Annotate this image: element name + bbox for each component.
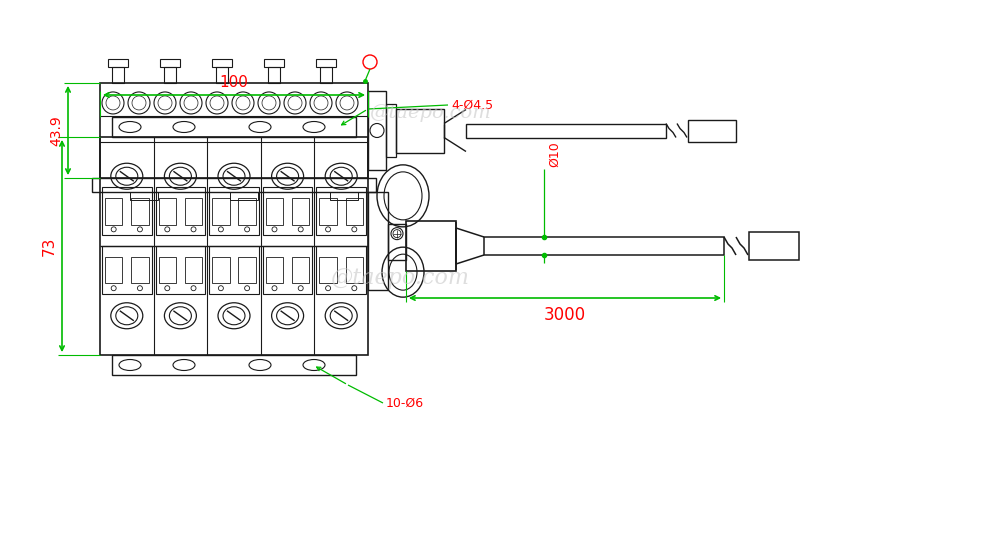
Bar [159, 198, 176, 224]
Bar [209, 246, 258, 294]
Bar [483, 237, 724, 255]
Text: Ø10: Ø10 [547, 141, 560, 167]
Bar [230, 192, 257, 200]
Bar [184, 198, 202, 224]
Bar [212, 257, 230, 284]
Bar [319, 198, 336, 224]
Bar [405, 221, 456, 271]
Bar [465, 124, 666, 138]
Bar [102, 246, 152, 294]
Bar [292, 198, 309, 224]
Bar [105, 257, 122, 284]
Bar [319, 257, 336, 284]
Bar [160, 59, 179, 67]
Bar [159, 257, 176, 284]
Bar [317, 187, 366, 235]
Bar [131, 257, 149, 284]
Bar [105, 198, 122, 224]
Bar [131, 198, 149, 224]
Bar [111, 67, 124, 83]
Bar [395, 109, 444, 152]
Bar [100, 83, 368, 178]
Bar [111, 117, 356, 137]
Bar [130, 192, 158, 200]
Text: @taepo.com: @taepo.com [369, 104, 490, 122]
Bar [748, 232, 799, 260]
Text: @taepo.com: @taepo.com [330, 267, 469, 289]
Bar [156, 246, 205, 294]
Bar [107, 59, 128, 67]
Bar [156, 187, 205, 235]
Bar [216, 67, 228, 83]
Bar [263, 59, 284, 67]
Bar [265, 257, 283, 284]
Bar [265, 198, 283, 224]
Bar [111, 355, 356, 375]
Text: 100: 100 [219, 75, 248, 90]
Bar [345, 198, 363, 224]
Bar [387, 224, 405, 260]
Bar [368, 91, 386, 171]
Bar [239, 198, 255, 224]
Text: 10-Ø6: 10-Ø6 [386, 397, 424, 409]
Bar [239, 257, 255, 284]
Bar [212, 198, 230, 224]
Text: 3000: 3000 [543, 306, 586, 324]
Bar [209, 187, 258, 235]
Bar [317, 246, 366, 294]
Bar [92, 178, 376, 192]
Bar [292, 257, 309, 284]
Bar [316, 59, 335, 67]
Bar [184, 257, 202, 284]
Bar [100, 137, 368, 355]
Bar [212, 59, 232, 67]
Bar [345, 257, 363, 284]
Bar [262, 187, 313, 235]
Bar [268, 67, 280, 83]
Bar [262, 246, 313, 294]
Bar [319, 67, 331, 83]
Bar [386, 104, 395, 157]
Text: 43.9: 43.9 [49, 115, 63, 146]
Text: 4-Ø4.5: 4-Ø4.5 [451, 99, 493, 111]
Text: 73: 73 [42, 236, 57, 256]
Bar [368, 191, 387, 289]
Bar [164, 67, 176, 83]
Bar [329, 192, 358, 200]
Bar [687, 119, 736, 141]
Bar [102, 187, 152, 235]
